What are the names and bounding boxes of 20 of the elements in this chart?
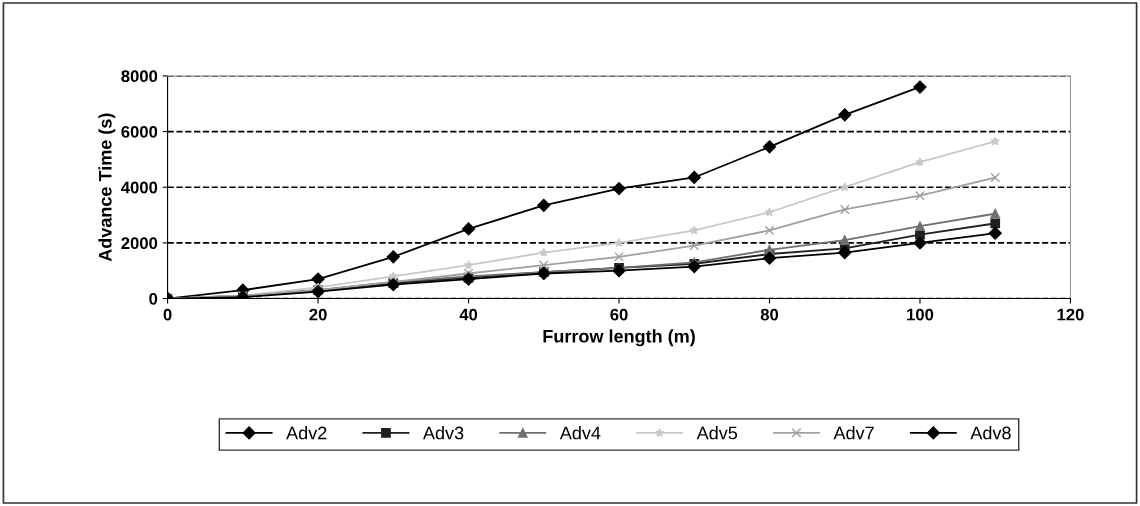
- y-tick-label: 6000: [121, 125, 158, 138]
- legend-label: Adv7: [833, 426, 874, 440]
- legend-label: Adv5: [696, 426, 738, 440]
- x-tick-label: 60: [610, 308, 628, 321]
- x-tick-label: 80: [760, 308, 779, 321]
- x-tick-label: 100: [907, 308, 934, 321]
- legend-label: Adv8: [970, 426, 1011, 440]
- y-tick-label: 0: [149, 292, 158, 305]
- x-tick-label: 120: [1057, 308, 1084, 321]
- x-tick-label: 0: [163, 308, 172, 321]
- legend-label: Adv2: [286, 426, 327, 440]
- legend-label: Adv3: [423, 426, 464, 440]
- legend-label: Adv4: [559, 426, 601, 440]
- x-axis-title: Furrow length (m): [543, 329, 695, 347]
- y-tick-label: 8000: [121, 70, 158, 83]
- y-tick-label: 4000: [121, 181, 158, 194]
- x-tick-label: 40: [459, 308, 478, 321]
- y-axis-title: Advance Time (s): [98, 113, 116, 262]
- y-tick-label: 2000: [121, 237, 158, 250]
- x-tick-label: 20: [309, 308, 327, 321]
